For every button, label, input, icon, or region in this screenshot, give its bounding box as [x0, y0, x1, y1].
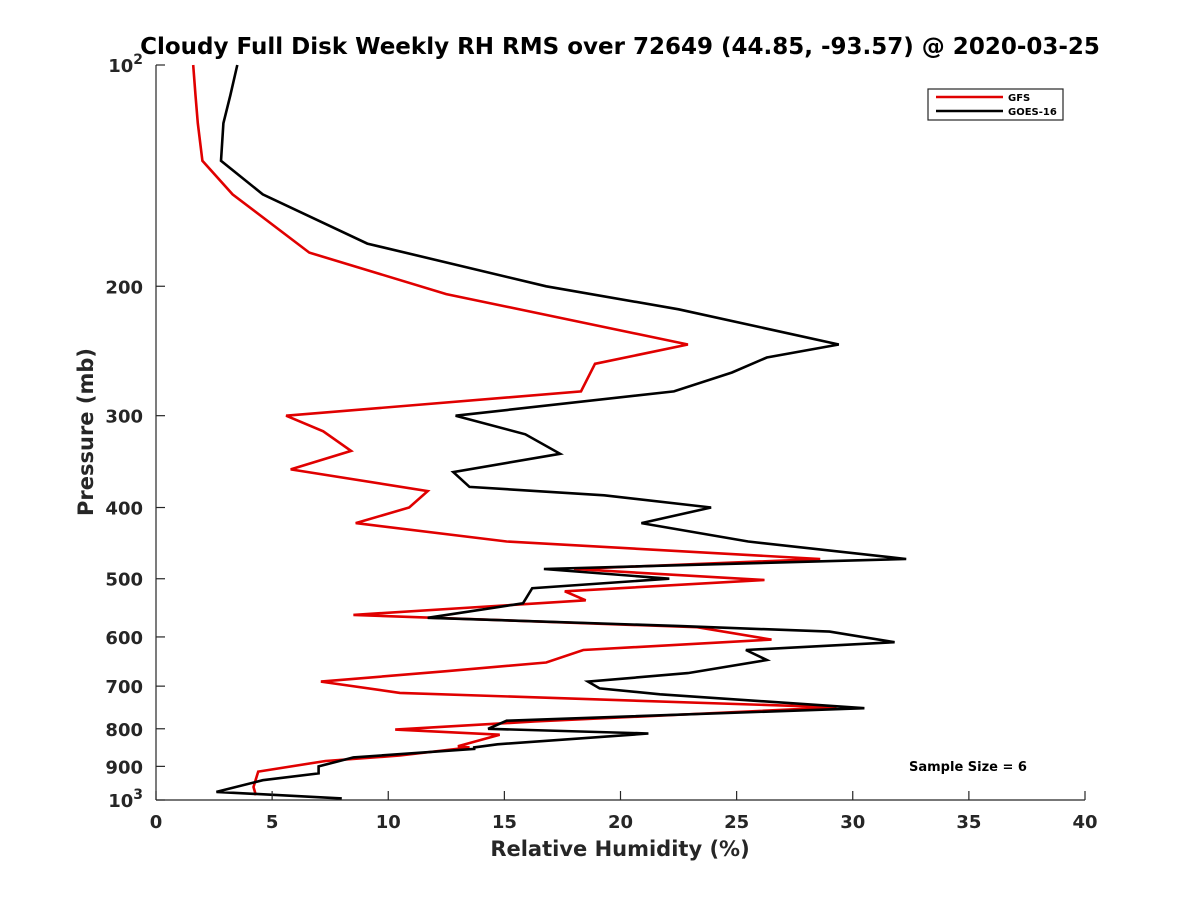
- x-axis-label: Relative Humidity (%): [490, 837, 749, 861]
- x-tick-label: 0: [150, 812, 163, 833]
- sample-size-annotation: Sample Size = 6: [909, 760, 1027, 775]
- y-tick-label: 200: [105, 277, 143, 298]
- y-tick-label: 800: [105, 720, 143, 741]
- x-tick-label: 10: [376, 812, 401, 833]
- x-tick-label: 15: [492, 812, 517, 833]
- y-tick-label: 900: [105, 757, 143, 778]
- series-line-gfs: [191, 64, 837, 796]
- x-tick-label: 5: [266, 812, 279, 833]
- legend: GFS GOES-16: [927, 88, 1064, 121]
- y-tick-label: 300: [105, 407, 143, 428]
- y-axis-label: Pressure (mb): [74, 348, 98, 516]
- legend-box: [927, 88, 1064, 121]
- x-tick-label: 35: [956, 812, 981, 833]
- x-tick-label: 40: [1072, 812, 1097, 833]
- series-line-goes16: [216, 64, 907, 800]
- legend-label-gfs: GFS: [1008, 93, 1030, 104]
- y-tick-label: 600: [105, 628, 143, 649]
- x-ticks: 0 5 10 15 20 25 30 35 40: [150, 791, 1098, 833]
- y-ticks: 102 200 300 400 500 600 700 800 900 103: [105, 52, 165, 812]
- y-tick-label: 700: [105, 677, 143, 698]
- series-layer: [191, 64, 907, 800]
- y-tick-label: 500: [105, 570, 143, 591]
- y-tick-label: 102: [108, 52, 143, 77]
- x-tick-label: 20: [608, 812, 633, 833]
- legend-label-goes16: GOES-16: [1008, 107, 1057, 118]
- chart-title: Cloudy Full Disk Weekly RH RMS over 7264…: [140, 34, 1100, 60]
- x-tick-label: 30: [840, 812, 865, 833]
- y-tick-label: 103: [108, 787, 143, 812]
- x-tick-label: 25: [724, 812, 749, 833]
- y-tick-label: 400: [105, 499, 143, 520]
